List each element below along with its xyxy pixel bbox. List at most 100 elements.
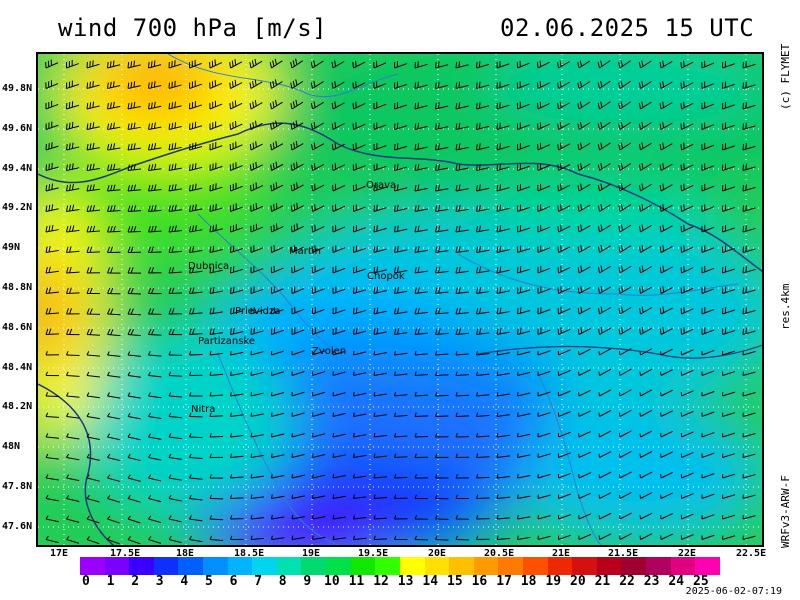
lon-label: 17.5E (110, 548, 141, 559)
wind-barb (373, 266, 387, 274)
wind-barb (558, 534, 571, 540)
wind-barb (168, 122, 182, 130)
country-borders (38, 54, 762, 545)
wind-barb (230, 453, 244, 458)
city-label-prievidza: Prievidza (235, 306, 280, 317)
wind-barb (332, 473, 346, 479)
wind-barb (66, 266, 80, 274)
wind-map-canvas: Orava Martin Dubnica Chopok Prievidza Pa… (38, 54, 765, 545)
color-scale-swatch (276, 557, 302, 575)
wind-barb (189, 287, 203, 294)
wind-barb (291, 265, 305, 274)
wind-barb (680, 369, 694, 376)
wind-barb (537, 370, 551, 376)
wind-barb (414, 122, 428, 130)
lon-label: 18.5E (234, 548, 265, 559)
color-scale-swatch (596, 557, 622, 575)
wind-barb (311, 245, 325, 253)
wind-barb (394, 535, 408, 540)
wind-barb (291, 370, 305, 376)
wind-barb (618, 450, 632, 458)
wind-barb (742, 184, 756, 192)
lat-label: 48.6N (2, 322, 33, 333)
wind-barb (537, 494, 551, 499)
wind-barb (476, 102, 490, 110)
wind-barb (558, 493, 571, 499)
wind-barb (742, 412, 756, 417)
wind-barb (353, 412, 367, 417)
wind-barb (148, 433, 162, 440)
wind-barb (353, 391, 367, 397)
wind-barb (66, 412, 80, 419)
wind-barb (127, 392, 141, 399)
wind-barb (764, 328, 765, 335)
wind-barb (189, 121, 203, 130)
wind-barb (66, 371, 80, 377)
wind-barb (127, 184, 141, 192)
wind-barb (516, 101, 530, 110)
lon-label: 22.5E (736, 548, 767, 559)
wind-barb (639, 409, 653, 417)
wind-barb (66, 433, 80, 440)
wind-barb (742, 494, 756, 499)
wind-barb (373, 184, 387, 192)
color-scale-label: 17 (496, 574, 512, 589)
wind-barb (66, 308, 80, 315)
wind-barb (680, 224, 694, 233)
wind-barb (127, 412, 141, 420)
wind-barb (189, 494, 203, 501)
wind-barb (598, 348, 612, 356)
wind-barb (638, 60, 652, 69)
wind-barb (271, 391, 285, 397)
color-scale-label: 13 (397, 574, 414, 589)
wind-barb (680, 306, 694, 315)
wind-barb (517, 204, 530, 212)
wind-barb (618, 326, 632, 335)
wind-barb (680, 327, 694, 335)
wind-barb (619, 512, 632, 520)
wind-barb (639, 430, 653, 438)
wind-barb (701, 265, 715, 274)
wind-barb (639, 389, 653, 397)
wind-barb (291, 432, 305, 438)
wind-barb (722, 122, 735, 130)
wind-barb (66, 536, 80, 544)
wind-barb (168, 163, 182, 171)
wind-barb (597, 224, 611, 233)
wind-barb (455, 392, 470, 397)
wind-barb (311, 286, 325, 294)
wind-barb (516, 60, 530, 69)
wind-barb (230, 391, 244, 397)
wind-barb (722, 204, 735, 212)
wind-barb (352, 60, 366, 69)
wind-barb (455, 266, 469, 274)
wind-barb (701, 122, 715, 130)
wind-barb (127, 495, 141, 503)
wind-barb (455, 163, 469, 171)
wind-barb (312, 391, 326, 397)
wind-barb (722, 453, 736, 458)
wind-barb (45, 307, 60, 315)
wind-barb (680, 183, 694, 192)
wind-barb (250, 494, 264, 499)
wind-barb (45, 494, 59, 502)
wind-barb (435, 307, 449, 315)
wind-barb (496, 474, 510, 479)
wind-barb (577, 306, 591, 315)
wind-barb (189, 183, 203, 192)
wind-barb (168, 80, 182, 89)
wind-barb (496, 453, 510, 458)
wind-barb (659, 60, 673, 69)
lat-label: 49.8N (2, 83, 33, 94)
wind-barb (577, 265, 591, 274)
wind-barb (148, 267, 162, 274)
wind-barb (373, 225, 387, 233)
wind-barb (148, 225, 162, 233)
wind-barb (537, 142, 551, 151)
wind-barb (107, 433, 121, 441)
wind-barb (148, 474, 162, 482)
wind-barb (414, 453, 429, 458)
wind-barb (577, 101, 591, 110)
wind-barb (209, 453, 224, 458)
wind-barb (618, 101, 632, 110)
